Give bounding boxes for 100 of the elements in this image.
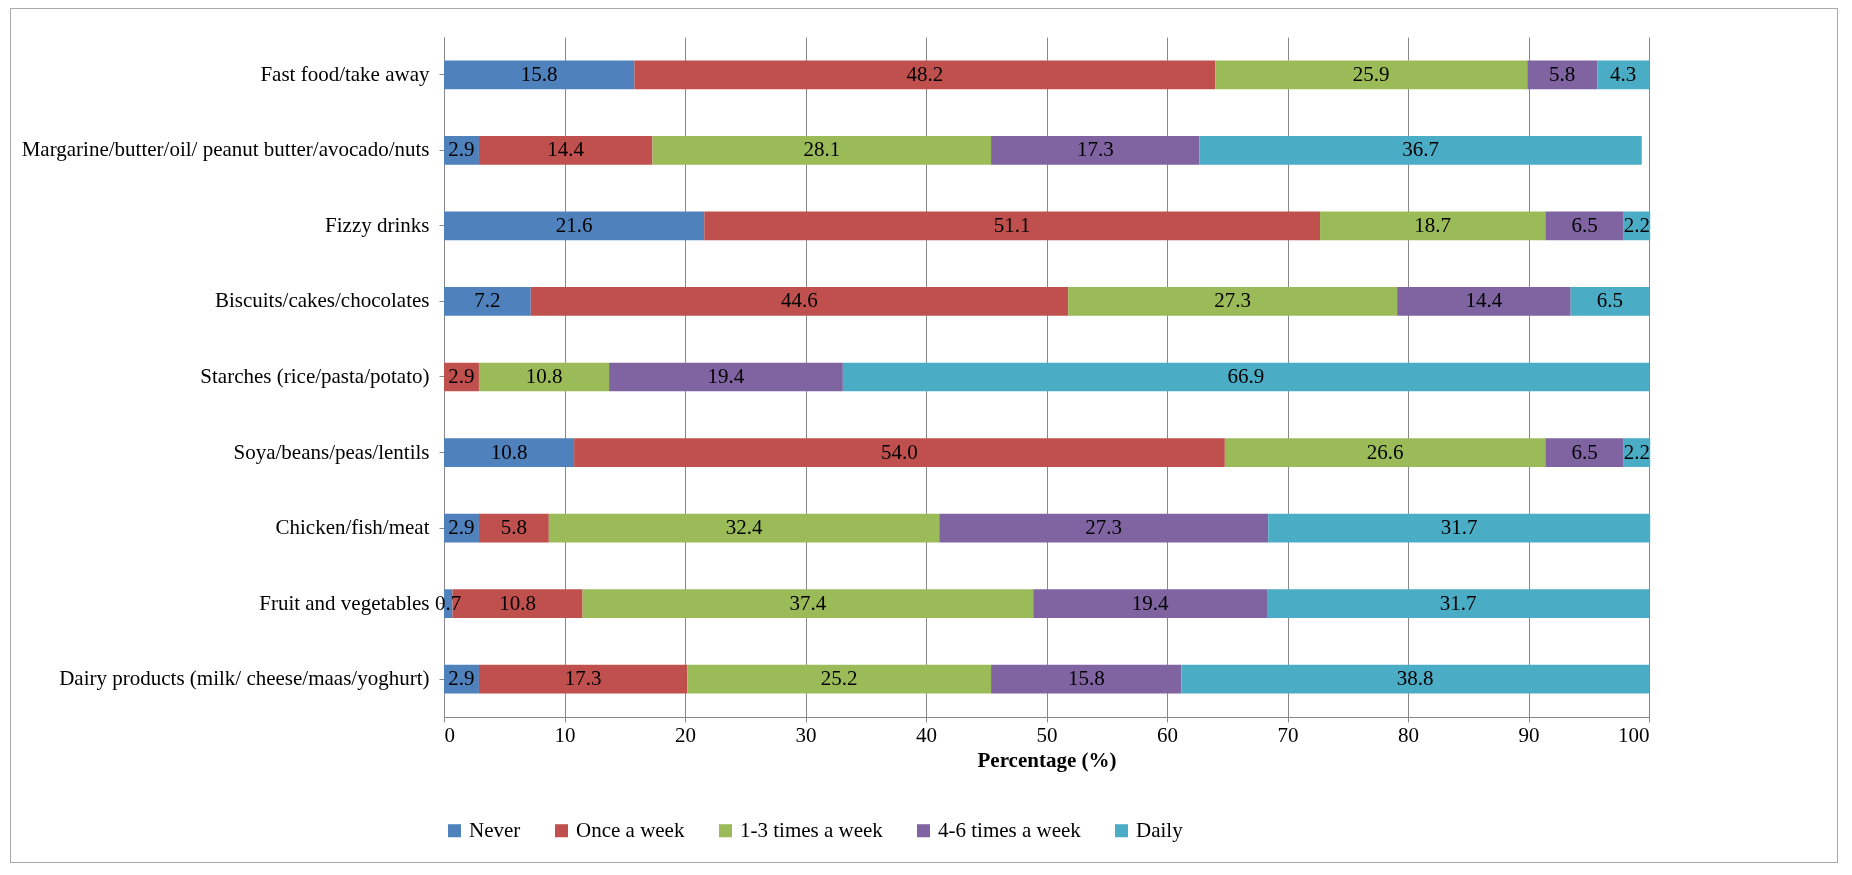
data-label: 21.6	[555, 212, 593, 237]
bar	[991, 135, 1200, 165]
bar	[1267, 589, 1649, 619]
bar	[444, 438, 575, 467]
x-tick-label: 80	[1398, 722, 1419, 747]
data-label: 10.8	[525, 364, 563, 388]
data-label: 6.5	[1571, 212, 1598, 237]
bar	[1545, 438, 1624, 467]
data-label: 2.9	[448, 364, 475, 388]
bar	[1527, 60, 1598, 90]
y-tick-label: Fruit and vegetables	[259, 590, 430, 615]
data-label: 25.2	[820, 666, 858, 691]
y-tick-label: Margarine/butter/oil/ peanut butter/avocado/nuts	[21, 137, 430, 162]
bar	[842, 362, 1649, 392]
data-label: 27.3	[1214, 288, 1252, 313]
data-label: 37.4	[789, 590, 827, 615]
data-label: 66.9	[1227, 364, 1265, 388]
y-tick-label: Fizzy drinks	[325, 212, 430, 237]
bar	[444, 60, 635, 90]
bar	[1181, 664, 1649, 694]
x-tick-label: 100	[1618, 722, 1650, 747]
data-label: 17.3	[564, 666, 602, 691]
data-label: 4.3	[1609, 61, 1637, 86]
x-axis-title: Percentage (%)	[977, 747, 1117, 772]
bar	[1597, 60, 1649, 90]
x-tick-label: 0	[444, 722, 455, 747]
y-tick-label: Chicken/fish/meat	[275, 515, 430, 540]
data-label: 14.4	[547, 137, 585, 162]
bar	[444, 287, 531, 316]
bar	[574, 438, 1225, 467]
data-label: 5.8	[500, 515, 528, 540]
y-tick-label: Fast food/take away	[260, 61, 430, 86]
data-label: 2.2	[1623, 212, 1651, 237]
bar	[478, 362, 610, 392]
x-tick-label: 50	[1036, 722, 1058, 747]
legend-label: Never	[469, 817, 521, 842]
bar	[704, 211, 1321, 241]
legend-label: 1-3 times a week	[740, 817, 884, 842]
bar	[1320, 211, 1546, 241]
data-label: 27.3	[1085, 515, 1123, 540]
data-label: 15.8	[1067, 666, 1105, 691]
bar	[687, 664, 992, 694]
bar	[1570, 287, 1649, 316]
legend-label: 4-6 times a week	[938, 817, 1082, 842]
data-label: 18.7	[1414, 212, 1452, 237]
x-tick-label: 30	[795, 722, 817, 747]
bar	[1224, 438, 1546, 467]
data-label: 32.4	[725, 515, 763, 540]
data-label: 2.2	[1623, 439, 1651, 464]
data-label: 0.7	[435, 590, 462, 615]
x-tick-label: 60	[1157, 722, 1178, 747]
bar	[1545, 211, 1624, 241]
bar	[548, 513, 940, 543]
y-tick-label: Starches (rice/pasta/potato)	[200, 364, 430, 388]
x-tick-label: 90	[1518, 722, 1540, 747]
bar	[582, 589, 1034, 619]
data-label: 25.9	[1352, 61, 1390, 86]
data-label: 38.8	[1396, 666, 1434, 691]
data-label: 2.9	[448, 515, 475, 540]
data-label: 48.2	[906, 61, 944, 86]
bar	[478, 135, 653, 165]
data-label: 19.4	[707, 364, 745, 388]
bar	[1199, 135, 1642, 165]
legend-label: Daily	[1136, 817, 1184, 842]
bar	[530, 287, 1069, 316]
data-label: 2.9	[448, 137, 475, 162]
data-label: 6.5	[1596, 288, 1623, 313]
bar	[1068, 287, 1398, 316]
x-tick-label: 20	[675, 722, 696, 747]
bar	[939, 513, 1269, 543]
x-tick-label: 70	[1277, 722, 1299, 747]
data-label: 26.6	[1366, 439, 1404, 464]
data-label: 6.5	[1571, 439, 1598, 464]
data-label: 19.4	[1131, 590, 1170, 615]
bar	[1397, 287, 1571, 316]
bar	[478, 664, 688, 694]
bar	[1215, 60, 1528, 90]
bar	[634, 60, 1216, 90]
data-label: 28.1	[803, 137, 841, 162]
x-tick-label: 40	[916, 722, 937, 747]
y-tick-label: Biscuits/cakes/chocolates	[214, 288, 430, 313]
legend-label: Once a week	[576, 817, 685, 842]
x-tick-label: 10	[554, 722, 576, 747]
data-label: 36.7	[1402, 137, 1440, 162]
data-label: 31.7	[1439, 590, 1477, 615]
data-label: 5.8	[1549, 61, 1576, 86]
data-label: 10.8	[499, 590, 536, 615]
bar	[444, 211, 705, 241]
bar	[1268, 513, 1651, 543]
data-label: 14.4	[1465, 288, 1503, 313]
data-label: 17.3	[1076, 137, 1114, 162]
data-label: 31.7	[1440, 515, 1478, 540]
bar	[609, 362, 843, 392]
bar	[991, 664, 1182, 694]
data-label: 2.9	[448, 666, 475, 691]
bar	[652, 135, 992, 165]
bar	[1033, 589, 1268, 619]
data-label: 10.8	[490, 439, 528, 464]
data-label: 44.6	[781, 288, 818, 313]
y-tick-label: Dairy products (milk/ cheese/maas/yoghurt)	[59, 666, 430, 691]
